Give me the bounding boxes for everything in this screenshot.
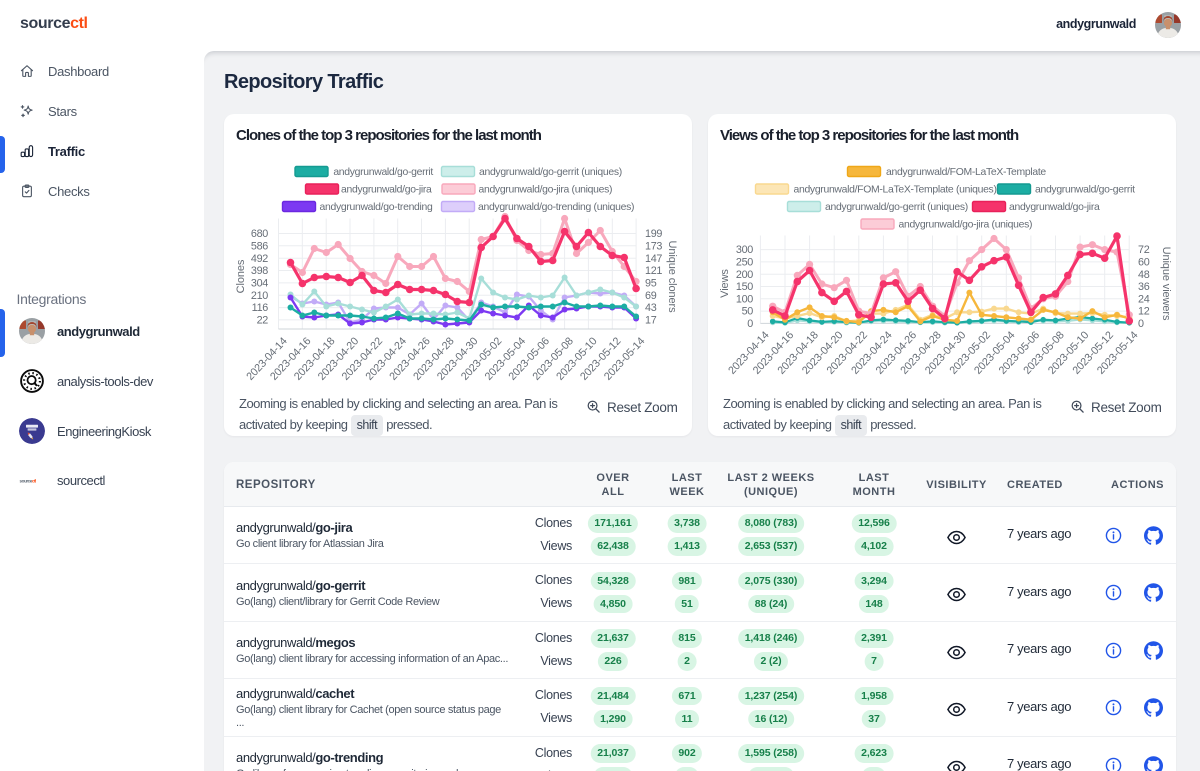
svg-text:Unique viewers: Unique viewers [1160,246,1172,320]
svg-text:andygrunwald/FOM-LaTeX-Templat: andygrunwald/FOM-LaTeX-Template [886,167,1046,178]
svg-text:andygrunwald/FOM-LaTeX-Templat: andygrunwald/FOM-LaTeX-Template (uniques… [794,184,997,195]
svg-text:304: 304 [251,277,268,289]
svg-text:Unique cloners: Unique cloners [666,240,678,313]
svg-text:andygrunwald/go-gerrit (unique: andygrunwald/go-gerrit (uniques) [825,202,968,213]
svg-text:andygrunwald/go-trending (uniq: andygrunwald/go-trending (uniques) [478,202,634,213]
svg-text:Clones: Clones [235,259,247,293]
svg-text:48: 48 [1138,268,1150,280]
svg-text:andygrunwald/go-gerrit: andygrunwald/go-gerrit [333,167,433,178]
svg-text:586: 586 [251,240,268,252]
svg-text:andygrunwald/go-jira (uniques): andygrunwald/go-jira (uniques) [479,184,613,195]
svg-text:300: 300 [736,244,753,256]
svg-text:0: 0 [747,318,753,330]
svg-text:60: 60 [1138,256,1150,268]
svg-text:andygrunwald/go-gerrit (unique: andygrunwald/go-gerrit (uniques) [479,167,622,178]
svg-text:andygrunwald/go-jira (uniques): andygrunwald/go-jira (uniques) [899,219,1033,230]
svg-text:147: 147 [645,252,662,264]
svg-text:12: 12 [1138,305,1150,317]
svg-text:250: 250 [736,256,753,268]
svg-text:95: 95 [645,277,657,289]
svg-text:150: 150 [736,281,753,293]
svg-text:100: 100 [736,293,753,305]
svg-text:Views: Views [719,268,731,297]
svg-text:50: 50 [742,305,754,317]
svg-text:andygrunwald/go-trending: andygrunwald/go-trending [320,202,433,213]
svg-text:200: 200 [736,268,753,280]
svg-text:116: 116 [252,302,269,314]
svg-text:17: 17 [645,314,657,326]
svg-text:199: 199 [645,228,662,240]
svg-text:36: 36 [1138,281,1150,293]
svg-text:69: 69 [645,289,657,301]
svg-text:492: 492 [251,252,268,264]
svg-text:andygrunwald/go-jira: andygrunwald/go-jira [1009,202,1100,213]
svg-text:0: 0 [1138,318,1144,330]
svg-text:sourcectl: sourcectl [20,479,37,484]
svg-text:173: 173 [645,240,662,252]
svg-text:43: 43 [645,302,657,314]
svg-text:680: 680 [251,228,268,240]
svg-text:398: 398 [251,265,268,277]
svg-text:andygrunwald/go-jira: andygrunwald/go-jira [341,184,432,195]
svg-text:121: 121 [645,265,662,277]
svg-text:22: 22 [257,314,269,326]
svg-text:72: 72 [1138,244,1150,256]
svg-text:24: 24 [1138,293,1150,305]
svg-text:210: 210 [251,289,268,301]
svg-text:andygrunwald/go-gerrit: andygrunwald/go-gerrit [1035,184,1135,195]
